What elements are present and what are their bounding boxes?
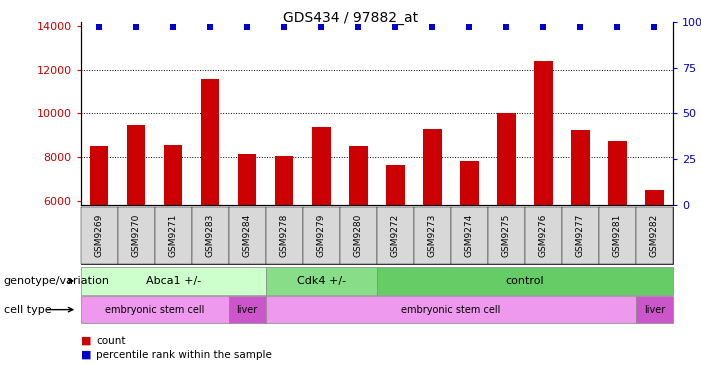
Text: GDS434 / 97882_at: GDS434 / 97882_at: [283, 11, 418, 25]
Bar: [571, 130, 590, 205]
Point: [93, 24, 104, 30]
Point: [205, 24, 216, 30]
Point: [130, 24, 142, 30]
Text: GSM9275: GSM9275: [502, 213, 511, 257]
Text: GSM9274: GSM9274: [465, 213, 474, 257]
Bar: [534, 61, 552, 205]
Text: GSM9280: GSM9280: [354, 213, 363, 257]
Point: [649, 24, 660, 30]
Text: ■: ■: [81, 336, 91, 346]
Point: [390, 24, 401, 30]
Bar: [127, 126, 145, 205]
Text: GSM9278: GSM9278: [280, 213, 289, 257]
Text: cell type: cell type: [4, 305, 51, 315]
Bar: [497, 113, 516, 205]
Text: control: control: [505, 276, 544, 286]
Point: [538, 24, 549, 30]
Text: GSM9273: GSM9273: [428, 213, 437, 257]
Bar: [460, 161, 479, 205]
Text: percentile rank within the sample: percentile rank within the sample: [96, 350, 272, 360]
Text: GSM9281: GSM9281: [613, 213, 622, 257]
Bar: [608, 141, 627, 205]
Point: [464, 24, 475, 30]
Text: embryonic stem cell: embryonic stem cell: [105, 305, 205, 315]
Text: ■: ■: [81, 350, 91, 360]
Bar: [238, 154, 257, 205]
Text: genotype/variation: genotype/variation: [4, 276, 109, 286]
Bar: [645, 190, 664, 205]
Bar: [275, 156, 294, 205]
Point: [242, 24, 253, 30]
Bar: [423, 129, 442, 205]
Text: GSM9277: GSM9277: [576, 213, 585, 257]
Text: GSM9279: GSM9279: [317, 213, 326, 257]
Bar: [164, 145, 182, 205]
Point: [315, 24, 327, 30]
Text: GSM9276: GSM9276: [539, 213, 548, 257]
Text: GSM9271: GSM9271: [169, 213, 177, 257]
Point: [612, 24, 623, 30]
Text: Cdk4 +/-: Cdk4 +/-: [297, 276, 346, 286]
Point: [168, 24, 179, 30]
Point: [353, 24, 364, 30]
Bar: [349, 146, 367, 205]
Point: [501, 24, 512, 30]
Bar: [201, 79, 219, 205]
Point: [278, 24, 290, 30]
Text: embryonic stem cell: embryonic stem cell: [401, 305, 501, 315]
Bar: [90, 146, 109, 205]
Point: [575, 24, 586, 30]
Text: GSM9284: GSM9284: [243, 213, 252, 257]
Text: Abca1 +/-: Abca1 +/-: [146, 276, 200, 286]
Text: GSM9269: GSM9269: [95, 213, 104, 257]
Text: liver: liver: [236, 305, 258, 315]
Point: [427, 24, 438, 30]
Text: count: count: [96, 336, 125, 346]
Text: GSM9282: GSM9282: [650, 213, 659, 257]
Bar: [312, 127, 330, 205]
Text: GSM9270: GSM9270: [132, 213, 141, 257]
Text: GSM9283: GSM9283: [205, 213, 215, 257]
Text: GSM9272: GSM9272: [390, 213, 400, 257]
Bar: [386, 165, 404, 205]
Text: liver: liver: [644, 305, 665, 315]
